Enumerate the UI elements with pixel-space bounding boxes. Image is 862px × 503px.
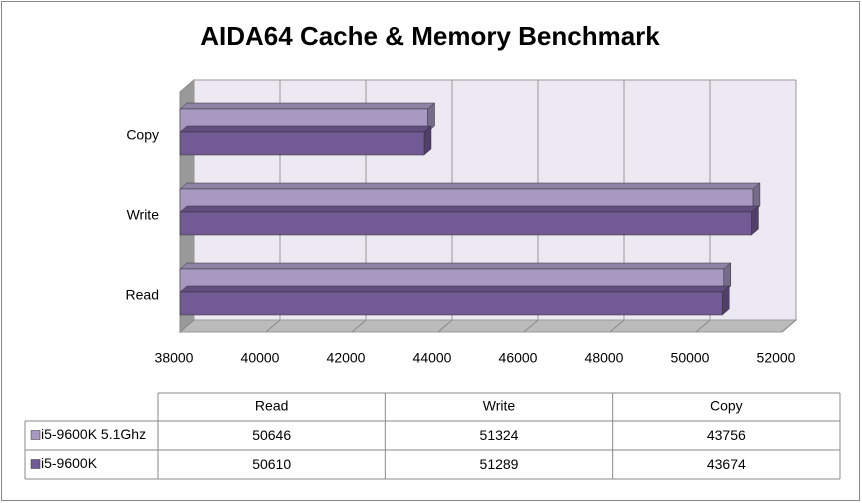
legend-label: i5-9600K <box>41 455 98 471</box>
x-tick-label: 44000 <box>413 350 452 366</box>
legend-key <box>30 430 41 440</box>
x-tick-label: 50000 <box>671 350 710 366</box>
table-header: Copy <box>710 398 743 414</box>
x-tick-label: 48000 <box>585 350 624 366</box>
table-value: 43674 <box>707 456 746 472</box>
bar-top <box>179 205 760 213</box>
tick-mark <box>437 319 453 333</box>
x-tick-label: 38000 <box>155 350 194 366</box>
bar-top <box>179 262 732 270</box>
table-value: 50610 <box>252 456 291 472</box>
bar <box>179 211 752 236</box>
bar-top <box>179 102 436 110</box>
bar-top <box>179 125 432 133</box>
tick-mark <box>179 319 195 333</box>
tick-mark <box>265 319 281 333</box>
bar-top <box>179 285 730 293</box>
x-tick-label: 52000 <box>757 350 796 366</box>
tick-mark <box>695 319 711 333</box>
x-tick-label: 40000 <box>241 350 280 366</box>
tick-mark <box>609 319 625 333</box>
table-value: 51324 <box>480 427 519 443</box>
table-value: 50646 <box>252 427 291 443</box>
legend-key <box>30 459 41 469</box>
tick-mark <box>781 319 797 333</box>
y-tick-label: Read <box>126 287 159 303</box>
legend-label: i5-9600K 5.1Ghz <box>41 426 146 442</box>
tick-mark <box>523 319 539 333</box>
bar <box>179 291 723 316</box>
table-value: 43756 <box>707 427 746 443</box>
table-header: Read <box>255 398 288 414</box>
y-tick-label: Copy <box>126 127 159 143</box>
x-tick-label: 46000 <box>499 350 538 366</box>
chart-title: AIDA64 Cache & Memory Benchmark <box>200 21 660 51</box>
bar <box>179 131 425 156</box>
tick-mark <box>351 319 367 333</box>
table-value: 51289 <box>480 456 519 472</box>
table-header: Write <box>483 398 516 414</box>
x-tick-label: 42000 <box>327 350 366 366</box>
bar-top <box>179 182 761 190</box>
y-tick-label: Write <box>127 207 160 223</box>
